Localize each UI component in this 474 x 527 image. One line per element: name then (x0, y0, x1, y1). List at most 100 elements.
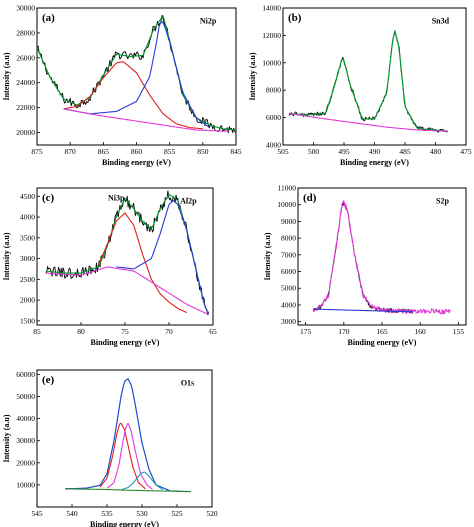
x-tick-label: 845 (230, 147, 242, 156)
y-tick-label: 2500 (20, 275, 35, 284)
y-tick-label: 4000 (281, 300, 296, 309)
x-tick-label: 160 (415, 327, 427, 336)
series-component (63, 61, 203, 130)
x-tick-label: 500 (308, 147, 320, 156)
x-tick-label: 80 (77, 327, 85, 336)
element-label: S2p (436, 196, 449, 205)
x-tick-label: 530 (136, 509, 148, 518)
element-label: Sn3d (432, 16, 450, 25)
y-tick-label: 6000 (281, 267, 296, 276)
x-axis-title: Binding energy (eV) (348, 338, 417, 347)
series-fit (45, 194, 210, 315)
y-tick-label: 10000 (277, 200, 296, 209)
panel-e: 545 540 535 530 525 520 10000 20000 30000 40000 50… (2, 369, 218, 527)
x-tick-label: 485 (399, 147, 411, 156)
y-axis-title: Intensity (a.u) (2, 52, 11, 100)
y-tick-label: 11000 (278, 184, 297, 193)
y-tick-label: 22000 (16, 103, 35, 112)
y-tick-label: 7000 (281, 250, 296, 259)
panel-label: (d) (303, 192, 317, 204)
series-raw (64, 378, 191, 492)
series-fit (289, 30, 448, 132)
panel-label: (b) (288, 12, 302, 24)
x-tick-label: 480 (430, 147, 442, 156)
x-tick-label: 475 (460, 147, 472, 156)
x-tick-label: 65 (209, 327, 217, 336)
y-tick-label: 14000 (262, 4, 281, 13)
series-component (98, 212, 187, 314)
y-tick-label: 10000 (262, 58, 281, 67)
y-tick-label: 12000 (262, 31, 281, 40)
series-background (313, 308, 413, 313)
x-tick-label: 865 (98, 147, 110, 156)
x-tick-label: 870 (65, 147, 77, 156)
plot-frame (36, 369, 213, 508)
y-tick-label: 8000 (281, 234, 296, 243)
series-raw (37, 15, 236, 134)
x-tick-label: 875 (31, 147, 43, 156)
element-label: O1s (181, 378, 194, 387)
plot-area (37, 14, 236, 134)
series-component (116, 200, 210, 315)
y-tick-label: 30000 (16, 4, 35, 13)
x-tick-label: 545 (31, 509, 43, 518)
x-tick-label: 75 (121, 327, 129, 336)
y-axis-title: Intensity (a.u) (2, 232, 11, 280)
y-tick-label: 26000 (16, 53, 35, 62)
x-tick-label: 495 (338, 147, 350, 156)
x-axis-title: Binding energy (eV) (340, 158, 409, 167)
peak-annotation: Ni3p (108, 194, 125, 203)
panel-label: (c) (42, 192, 55, 204)
y-tick-label: 3000 (20, 254, 35, 263)
y-tick-label: 4000 (20, 213, 35, 222)
series-component (120, 471, 164, 491)
x-tick-label: 165 (376, 327, 388, 336)
y-tick-label: 2000 (20, 296, 35, 305)
y-tick-label: 3000 (281, 317, 296, 326)
series-background (289, 112, 448, 132)
y-axis-title: Intensity (a.u) (263, 232, 272, 280)
x-axis-title: Binding energy (eV) (102, 158, 171, 167)
panel-c: 85 80 75 70 65 1500 2000 2500 3000 3500 4000 4500 Bi… (2, 187, 217, 347)
series-fit (37, 14, 236, 131)
series-fit (64, 378, 191, 493)
x-tick-label: 70 (165, 327, 173, 336)
series-fit (312, 200, 451, 315)
y-tick-label: 30000 (16, 436, 35, 445)
series-component (106, 423, 153, 490)
plot-area (312, 200, 451, 315)
x-tick-label: 175 (300, 327, 312, 336)
y-tick-label: 3500 (20, 233, 35, 242)
y-tick-label: 9000 (281, 217, 296, 226)
element-label: Al2p (180, 196, 197, 205)
y-axis-title: Intensity (a.u) (2, 414, 11, 462)
x-tick-label: 525 (171, 509, 183, 518)
series-raw (45, 190, 210, 316)
y-tick-label: 6000 (266, 113, 281, 122)
plot-area (64, 378, 192, 493)
y-tick-label: 60000 (16, 370, 35, 379)
y-tick-label: 28000 (16, 28, 35, 37)
y-tick-label: 1500 (20, 316, 35, 325)
x-tick-label: 855 (164, 147, 176, 156)
x-axis-title: Binding energy (eV) (91, 338, 160, 347)
series-component (63, 21, 210, 129)
y-tick-label: 8000 (266, 86, 281, 95)
x-tick-label: 850 (197, 147, 209, 156)
x-tick-label: 520 (206, 509, 218, 518)
x-tick-label: 860 (131, 147, 143, 156)
x-tick-label: 540 (66, 509, 78, 518)
series-background (63, 108, 230, 132)
plot-area (45, 190, 210, 316)
x-axis-title: Binding energy (eV) (90, 520, 159, 527)
x-tick-label: 505 (277, 147, 289, 156)
series-background (64, 488, 192, 493)
panel-label: (a) (42, 12, 55, 24)
y-tick-label: 20000 (16, 128, 35, 137)
y-tick-label: 40000 (16, 414, 35, 423)
plot-frame (282, 7, 467, 146)
y-tick-label: 4500 (20, 192, 35, 201)
panel-a: 875 870 865 860 855 850 845 20000 22000 24000 2600… (2, 4, 242, 168)
y-tick-label: 10000 (16, 480, 35, 489)
